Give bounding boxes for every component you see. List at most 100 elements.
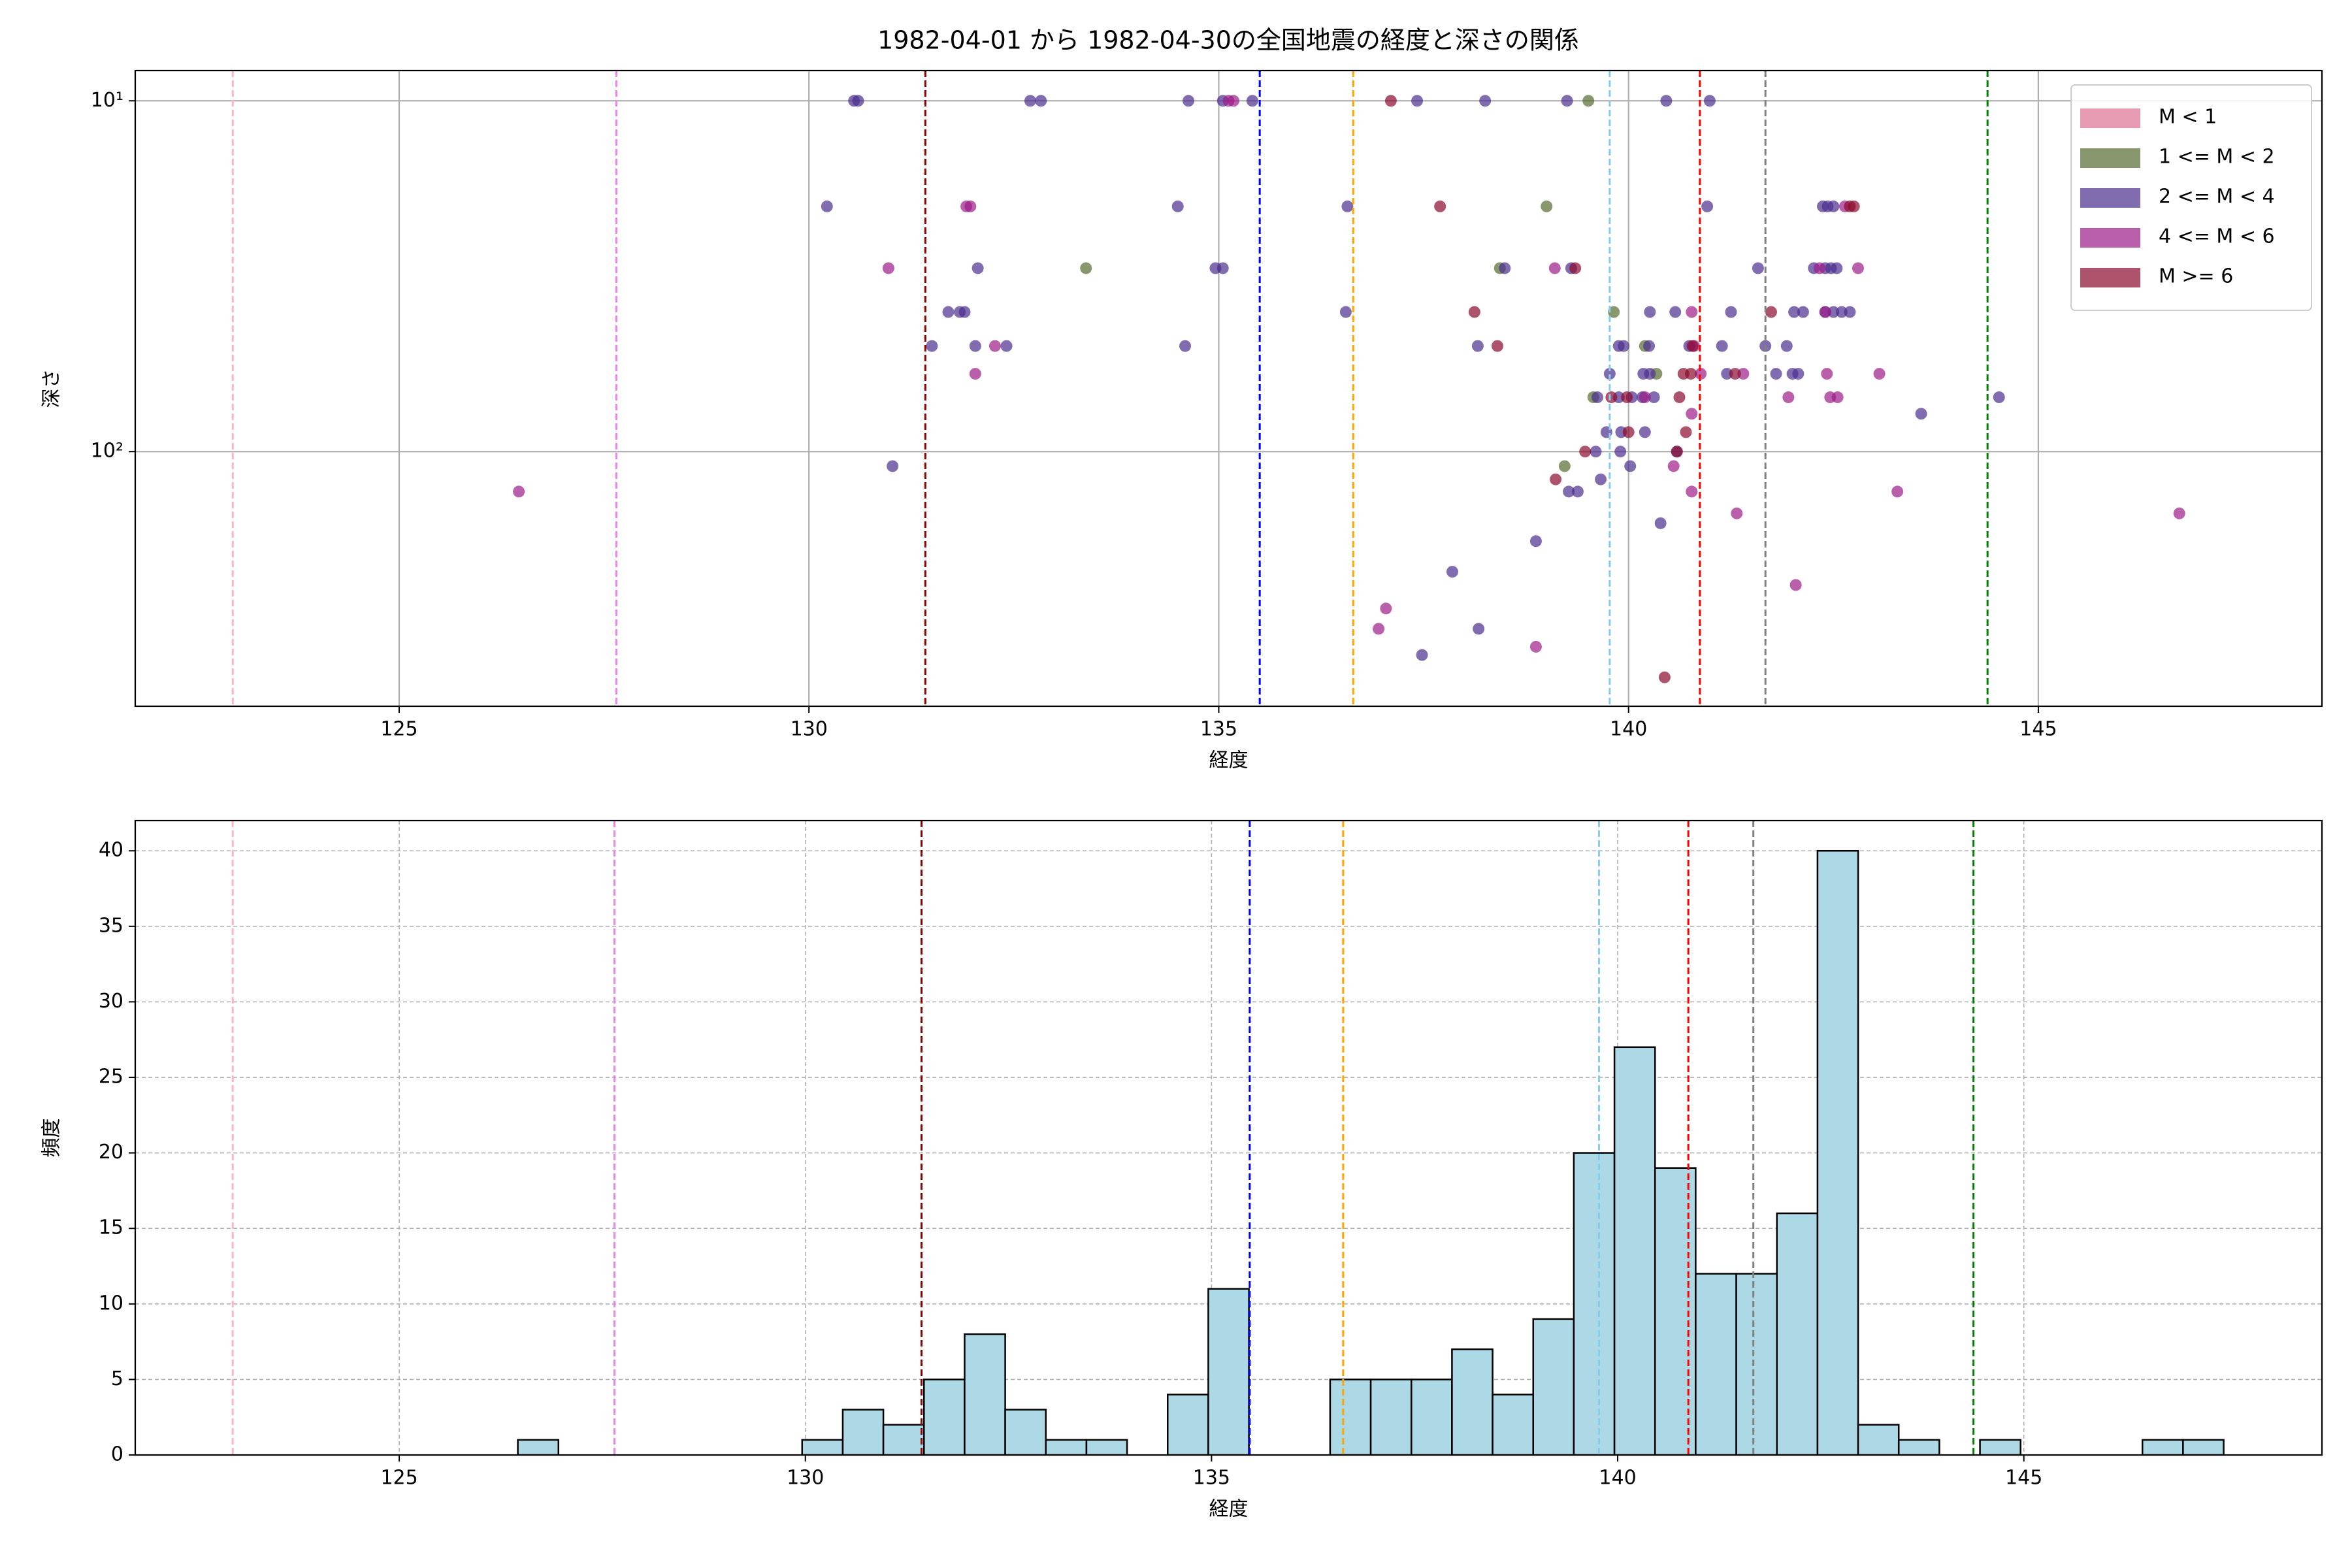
scatter-point bbox=[513, 485, 525, 498]
scatter-point bbox=[1614, 446, 1627, 458]
scatter-point bbox=[1654, 517, 1667, 529]
x-tick-label: 125 bbox=[380, 718, 417, 741]
scatter-point bbox=[1621, 391, 1633, 404]
hist-bar bbox=[1573, 1152, 1616, 1455]
hist-bar bbox=[1410, 1379, 1453, 1455]
hist-bar bbox=[1897, 1439, 1940, 1455]
scatter-point bbox=[1473, 623, 1485, 635]
hist-bar bbox=[1654, 1167, 1697, 1455]
scatter-point bbox=[1660, 95, 1673, 107]
scatter-point bbox=[1827, 306, 1840, 318]
hist-bar bbox=[1776, 1212, 1819, 1455]
hist-bar bbox=[1735, 1273, 1778, 1455]
x-tick-label: 140 bbox=[1610, 718, 1647, 741]
scatter-point bbox=[1499, 262, 1511, 274]
scatter-point bbox=[1579, 446, 1592, 458]
legend-box bbox=[2070, 84, 2312, 311]
scatter-point bbox=[2173, 507, 2185, 519]
scatter-point bbox=[1993, 391, 2005, 404]
scatter-point bbox=[1686, 485, 1698, 498]
scatter-point bbox=[1873, 368, 1886, 380]
scatter-point bbox=[1891, 485, 1904, 498]
x-tick-label: 135 bbox=[1200, 718, 1237, 741]
scatter-point bbox=[1000, 340, 1013, 352]
x-tick-label: 145 bbox=[2019, 718, 2057, 741]
scatter-point bbox=[1729, 368, 1741, 380]
scatter-point bbox=[1701, 200, 1714, 212]
scatter-point bbox=[964, 200, 977, 212]
scatter-point bbox=[1831, 391, 1844, 404]
scatter-point bbox=[1217, 262, 1229, 274]
x-tick-label: 140 bbox=[1599, 1467, 1636, 1490]
y-axis-label: 頻度 bbox=[41, 1119, 63, 1158]
scatter-point bbox=[1529, 640, 1542, 653]
scatter-point bbox=[1703, 95, 1716, 107]
scatter-point bbox=[1183, 95, 1195, 107]
scatter-point bbox=[1339, 306, 1352, 318]
scatter-point bbox=[1797, 306, 1809, 318]
hist-bar bbox=[1492, 1394, 1534, 1455]
scatter-point bbox=[1384, 95, 1397, 107]
scatter-point bbox=[988, 340, 1001, 352]
scatter-point bbox=[1446, 566, 1458, 578]
scatter-point bbox=[1658, 671, 1671, 683]
y-tick-label: 15 bbox=[99, 1217, 123, 1239]
hist-bar bbox=[1329, 1379, 1372, 1455]
scatter-point bbox=[1605, 391, 1618, 404]
x-axis-label: 経度 bbox=[1209, 1498, 1249, 1521]
scatter-point bbox=[1639, 391, 1651, 404]
scatter-point bbox=[1788, 306, 1801, 318]
scatter-point bbox=[1737, 368, 1750, 380]
scatter-point bbox=[1686, 340, 1699, 352]
scatter-point bbox=[1848, 200, 1860, 212]
hist-bar bbox=[882, 1424, 925, 1455]
hist-bar bbox=[1613, 1046, 1656, 1455]
scatter-point bbox=[1471, 340, 1484, 352]
x-tick-label: 145 bbox=[2005, 1467, 2042, 1490]
scatter-point bbox=[1643, 340, 1656, 352]
axes-frame bbox=[134, 69, 2323, 708]
scatter-point bbox=[1831, 262, 1843, 274]
scatter-point bbox=[1644, 306, 1656, 318]
hist-bar bbox=[1857, 1424, 1900, 1455]
scatter-point bbox=[1792, 368, 1805, 380]
scatter-point bbox=[1671, 446, 1683, 458]
scatter-point bbox=[1770, 368, 1782, 380]
y-tick-label: 30 bbox=[99, 990, 123, 1013]
y-tick-label: 5 bbox=[111, 1367, 123, 1390]
y-tick-label: 0 bbox=[111, 1443, 123, 1466]
scatter-point bbox=[1821, 368, 1833, 380]
scatter-point bbox=[882, 262, 894, 274]
legend-label: 1 <= M < 2 bbox=[2159, 146, 2275, 169]
hist-bar bbox=[964, 1333, 1006, 1455]
legend-label: M < 1 bbox=[2159, 106, 2217, 129]
scatter-point bbox=[1686, 306, 1698, 318]
legend-swatch bbox=[2080, 188, 2140, 208]
hist-bar bbox=[1045, 1439, 1088, 1455]
scatter-point bbox=[1669, 306, 1682, 318]
scatter-point bbox=[1558, 460, 1571, 472]
hist-bar bbox=[1167, 1394, 1209, 1455]
scatter-point bbox=[1550, 473, 1562, 485]
scatter-point bbox=[1608, 306, 1620, 318]
x-tick-label: 125 bbox=[380, 1467, 417, 1490]
scatter-point bbox=[1582, 95, 1595, 107]
scatter-point bbox=[1673, 391, 1686, 404]
scatter-point bbox=[1835, 306, 1848, 318]
hist-bar bbox=[1085, 1439, 1128, 1455]
y-tick-label: 40 bbox=[99, 839, 123, 862]
y-tick-label: 10 bbox=[99, 1292, 123, 1315]
legend-label: 4 <= M < 6 bbox=[2159, 225, 2275, 248]
scatter-point bbox=[1813, 262, 1825, 274]
scatter-point bbox=[1782, 391, 1795, 404]
hist-bar bbox=[1004, 1409, 1047, 1455]
y-tick-label: 20 bbox=[99, 1141, 123, 1164]
scatter-point bbox=[1852, 262, 1864, 274]
hist-bar bbox=[1451, 1348, 1494, 1455]
scatter-point bbox=[852, 95, 864, 107]
scatter-point bbox=[1590, 446, 1602, 458]
hist-bar bbox=[2182, 1439, 2225, 1455]
